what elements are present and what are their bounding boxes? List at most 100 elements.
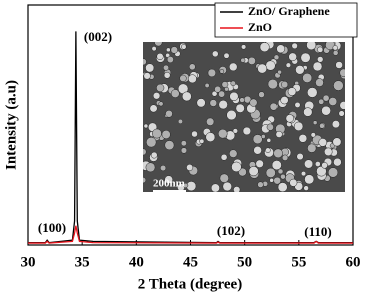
sem-grain	[166, 56, 174, 64]
sem-grain	[339, 101, 345, 110]
sem-grain	[222, 181, 232, 192]
sem-grain	[319, 123, 325, 129]
sem-grain	[196, 98, 206, 108]
sem-grain	[229, 91, 239, 101]
peak-label: (100)	[38, 220, 66, 235]
sem-grain	[231, 161, 242, 173]
sem-grain	[177, 118, 183, 125]
sem-grain	[220, 153, 228, 161]
sem-grain	[152, 128, 162, 139]
scale-label: 200nm	[153, 178, 185, 190]
sem-grain	[183, 182, 189, 189]
peak-label: (102)	[217, 223, 245, 238]
sem-grain	[307, 87, 318, 98]
sem-grain	[242, 126, 252, 136]
data-line	[28, 225, 353, 244]
sem-grain	[324, 147, 333, 157]
sem-grain	[180, 147, 188, 154]
sem-grain	[181, 44, 187, 50]
sem-grain	[233, 186, 241, 192]
sem-grain	[253, 146, 262, 155]
x-tick-label: 60	[346, 254, 361, 270]
sem-grain	[186, 163, 194, 171]
sem-grain	[285, 114, 294, 123]
sem-grain	[304, 159, 314, 169]
sem-grain	[223, 52, 230, 59]
sem-grain	[333, 80, 344, 91]
sem-grain	[265, 147, 271, 153]
sem-grain	[150, 151, 158, 159]
sem-grain	[300, 171, 307, 177]
sem-grain	[318, 98, 325, 105]
sem-grain	[158, 101, 164, 107]
sem-grain	[235, 103, 245, 113]
sem-grain	[261, 134, 266, 139]
sem-grain	[209, 99, 218, 107]
sem-grain	[219, 69, 225, 74]
sem-grain	[229, 149, 238, 158]
sem-grain	[166, 47, 171, 53]
sem-grain	[181, 91, 192, 102]
sem-grain	[180, 140, 187, 147]
sem-grain	[255, 159, 264, 168]
sem-grain	[294, 101, 301, 108]
sem-grain	[221, 81, 229, 88]
sem-grain	[285, 62, 292, 68]
sem-grain	[280, 96, 289, 105]
sem-grain	[170, 89, 180, 98]
sem-grain	[146, 137, 157, 148]
sem-grain	[179, 74, 187, 82]
sem-grain	[287, 87, 297, 96]
sem-grain	[276, 44, 286, 54]
sem-grain	[312, 120, 318, 125]
sem-grain	[293, 121, 304, 132]
sem-grain	[317, 56, 324, 63]
sem-grain	[314, 161, 321, 167]
sem-grain	[303, 185, 309, 191]
sem-grain	[266, 137, 272, 143]
sem-grain	[226, 109, 237, 121]
sem-grain	[295, 65, 305, 75]
legend-box	[214, 2, 358, 38]
sem-grain	[327, 167, 339, 178]
sem-grain	[331, 120, 340, 129]
sem-grain	[321, 105, 331, 116]
sem-grain	[310, 132, 316, 138]
sem-grain	[143, 72, 151, 80]
sem-grain	[277, 182, 288, 192]
sem-grain	[143, 148, 147, 156]
sem-grain	[338, 110, 345, 117]
sem-grain	[269, 102, 278, 111]
sem-grain	[322, 94, 330, 102]
sem-grain	[269, 178, 274, 183]
sem-grain	[163, 64, 169, 71]
sem-grain	[199, 138, 205, 144]
sem-grain	[265, 167, 276, 178]
sem-grain	[145, 162, 156, 173]
sem-grain	[248, 166, 259, 177]
sem-grain	[156, 52, 164, 61]
sem-grain	[332, 50, 339, 56]
sem-grain	[339, 68, 345, 78]
sem-grain	[303, 107, 313, 117]
sem-grain	[154, 42, 163, 47]
x-tick-label: 55	[291, 254, 306, 270]
sem-grain	[187, 74, 197, 84]
sem-grain	[170, 46, 178, 54]
sem-grain	[152, 92, 161, 100]
sem-grain	[224, 86, 229, 92]
y-axis-label: Intensity (a.u)	[3, 80, 19, 170]
sem-grain	[273, 54, 280, 61]
sem-grain	[298, 134, 308, 143]
sem-grain	[317, 46, 324, 53]
sem-grain	[143, 58, 147, 66]
sem-grain	[335, 61, 343, 69]
sem-grain	[257, 181, 264, 188]
sem-grain	[328, 97, 338, 106]
sem-grain	[218, 90, 226, 98]
sem-grain	[165, 110, 173, 118]
sem-grain	[277, 69, 282, 75]
sem-grain	[217, 128, 228, 139]
